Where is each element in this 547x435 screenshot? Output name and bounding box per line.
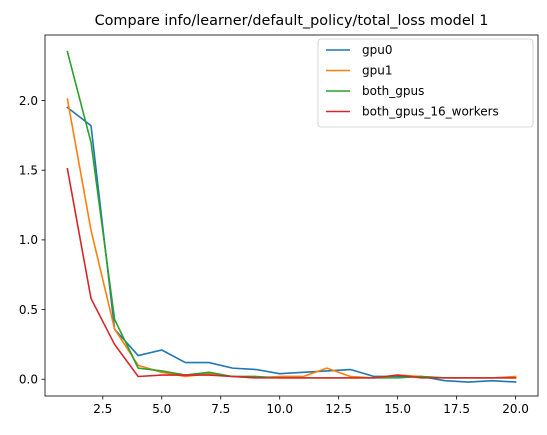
x-tick-label: 10.0 [266, 402, 293, 416]
y-axis: 0.0 0.5 1.0 1.5 2.0 [19, 94, 45, 387]
x-tick-label: 12.5 [325, 402, 352, 416]
series-line-gpu1 [66, 98, 517, 379]
x-tick-label: 17.5 [443, 402, 470, 416]
x-tick-label: 5.0 [152, 402, 171, 416]
y-tick-label: 2.0 [19, 94, 38, 108]
y-tick-label: 0.5 [19, 303, 38, 317]
x-tick-label: 15.0 [384, 402, 411, 416]
x-tick-label: 2.5 [93, 402, 112, 416]
legend-label: both_gpus_16_workers [362, 105, 499, 119]
legend-label: both_gpus [362, 84, 424, 98]
legend: gpu0 gpu1 both_gpus both_gpus_16_workers [317, 38, 534, 128]
y-tick-label: 1.5 [19, 164, 38, 178]
x-tick-label: 20.0 [502, 402, 529, 416]
x-tick-label: 7.5 [211, 402, 230, 416]
x-axis: 2.5 5.0 7.5 10.0 12.5 15.0 17.5 20.0 [93, 396, 529, 416]
plot-frame [44, 34, 539, 397]
chart-title: Compare info/learner/default_policy/tota… [95, 13, 489, 29]
y-tick-label: 0.0 [19, 373, 38, 387]
series-layer [66, 50, 517, 383]
series-line-both_gpus_16_workers [66, 167, 517, 379]
series-line-gpu0 [66, 106, 517, 383]
legend-box [317, 38, 534, 128]
y-tick-label: 1.0 [19, 233, 38, 247]
legend-label: gpu1 [362, 64, 392, 78]
legend-label: gpu0 [362, 43, 392, 57]
